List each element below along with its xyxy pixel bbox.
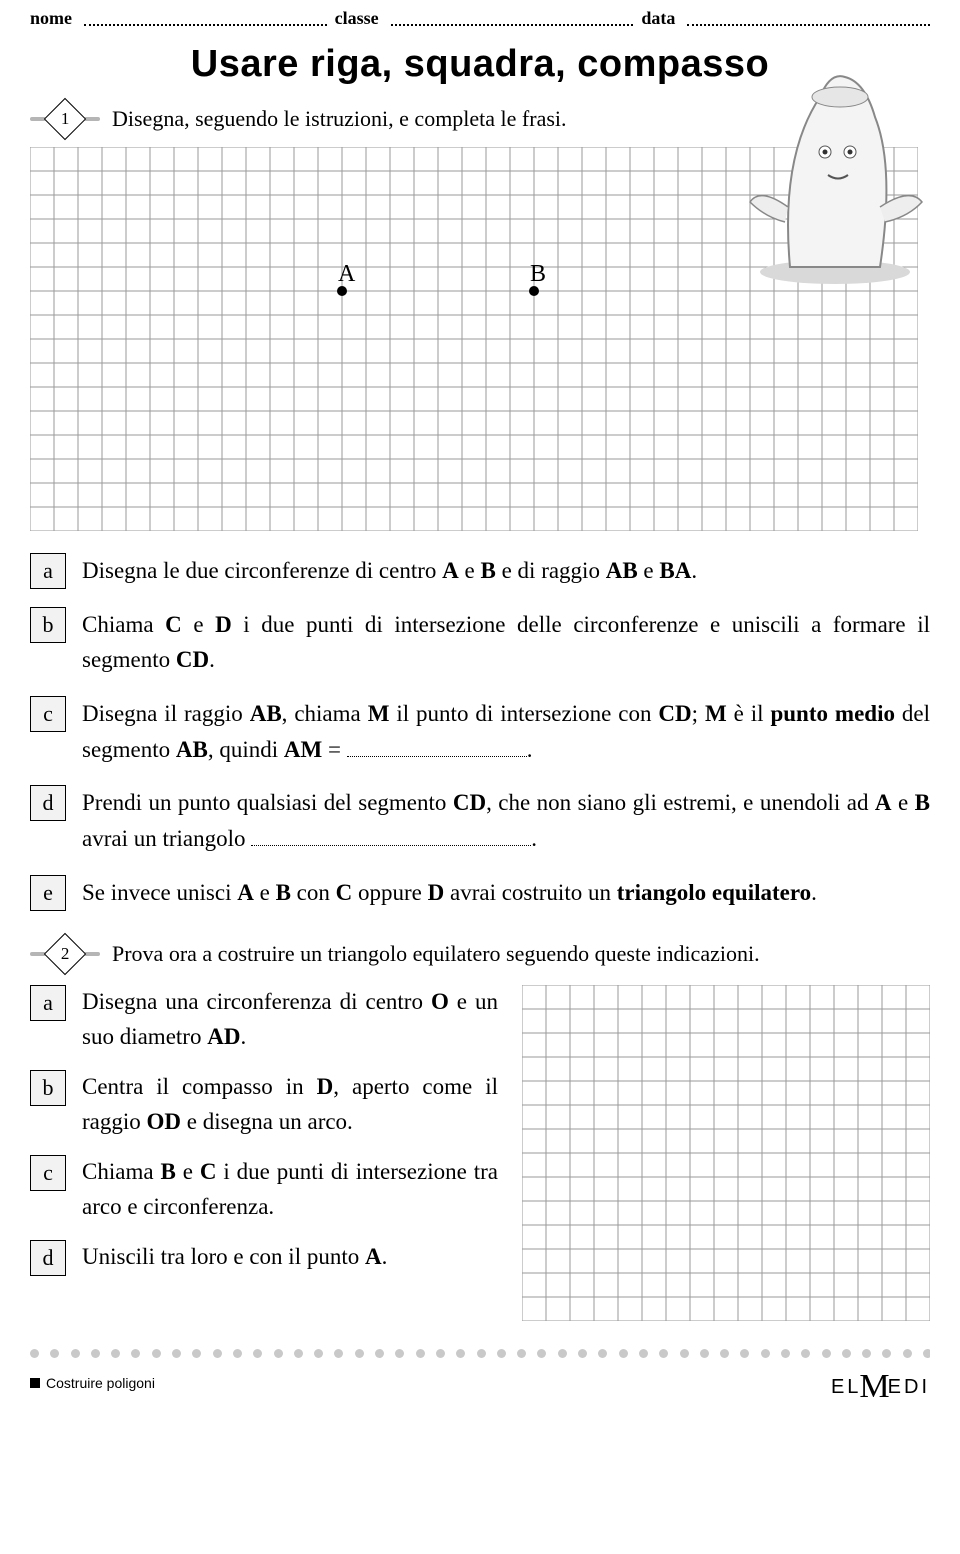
instruction-row: c Disegna il raggio AB, chiama M il punto… xyxy=(30,696,930,767)
footer-dots xyxy=(30,1349,930,1358)
header-blank-data[interactable] xyxy=(687,8,930,26)
exercise-2-number: 2 xyxy=(61,944,70,964)
instruction-row: b Chiama C e D i due punti di intersezion… xyxy=(30,607,930,678)
fill-blank[interactable] xyxy=(251,845,531,846)
header-label-classe: classe xyxy=(335,8,379,29)
mascot-icon xyxy=(730,57,940,287)
instruction-text: Centra il compasso in D, aperto come il … xyxy=(82,1070,498,1139)
instruction-letter: c xyxy=(30,696,66,732)
instruction-text: Disegna il raggio AB, chiama M il punto … xyxy=(82,696,930,767)
exercise-2-prompt: Prova ora a costruire un triangolo equil… xyxy=(112,939,760,970)
header-blank-classe[interactable] xyxy=(391,8,634,26)
instruction-letter: b xyxy=(30,607,66,643)
instruction-text: Chiama B e C i due punti di intersezione… xyxy=(82,1155,498,1224)
instruction-row: b Centra il compasso in D, aperto come il… xyxy=(30,1070,498,1139)
exercise-1-items: a Disegna le due circonferenze di centro … xyxy=(30,553,930,911)
header-label-data: data xyxy=(641,8,675,29)
page-header: nome classe data xyxy=(0,0,960,31)
exercise-2-grid-area xyxy=(522,985,930,1321)
instruction-letter: d xyxy=(30,785,66,821)
instruction-letter: a xyxy=(30,985,66,1021)
instruction-text: Disegna una circonferenza di centro O e … xyxy=(82,985,498,1054)
exercise-2-header: 2 Prova ora a costruire un triangolo equ… xyxy=(30,939,930,970)
svg-text:B: B xyxy=(530,261,546,287)
instruction-text: Disegna le due circonferenze di centro A… xyxy=(82,553,930,589)
footer-bullet-icon xyxy=(30,1378,40,1388)
footer-topic: Costruire poligoni xyxy=(30,1375,155,1391)
instruction-letter: e xyxy=(30,875,66,911)
header-blank-nome[interactable] xyxy=(84,8,327,26)
instruction-row: a Disegna le due circonferenze di centro … xyxy=(30,553,930,589)
page-footer: Costruire poligoni EL M EDI xyxy=(0,1349,960,1414)
instruction-row: e Se invece unisci A e B con C oppure D a… xyxy=(30,875,930,911)
exercise-1-grid-area: AB xyxy=(30,147,930,531)
header-label-nome: nome xyxy=(30,8,72,29)
instruction-text: Uniscili tra loro e con il punto A. xyxy=(82,1240,498,1275)
instruction-text: Chiama C e D i due punti di intersezione… xyxy=(82,607,930,678)
exercise-1-number: 1 xyxy=(61,109,70,129)
instruction-letter: c xyxy=(30,1155,66,1191)
instruction-row: d Prendi un punto qualsiasi del segmento … xyxy=(30,785,930,856)
exercise-1-prompt: Disegna, seguendo le istruzioni, e compl… xyxy=(112,104,567,135)
instruction-text: Se invece unisci A e B con C oppure D av… xyxy=(82,875,930,911)
footer-topic-text: Costruire poligoni xyxy=(46,1375,155,1391)
publisher-logo: EL M EDI xyxy=(831,1364,930,1402)
instruction-row: a Disegna una circonferenza di centro O e… xyxy=(30,985,498,1054)
instruction-row: c Chiama B e C i due punti di intersezion… xyxy=(30,1155,498,1224)
instruction-letter: d xyxy=(30,1240,66,1276)
fill-blank[interactable] xyxy=(347,756,527,757)
exercise-number-marker: 2 xyxy=(30,939,100,969)
exercise-number-marker: 1 xyxy=(30,104,100,134)
instruction-letter: b xyxy=(30,1070,66,1106)
instruction-row: d Uniscili tra loro e con il punto A. xyxy=(30,1240,498,1276)
instruction-letter: a xyxy=(30,553,66,589)
exercise-2-items: a Disegna una circonferenza di centro O e… xyxy=(30,985,498,1321)
instruction-text: Prendi un punto qualsiasi del segmento C… xyxy=(82,785,930,856)
grid-small[interactable] xyxy=(522,985,930,1321)
svg-text:A: A xyxy=(338,261,356,287)
